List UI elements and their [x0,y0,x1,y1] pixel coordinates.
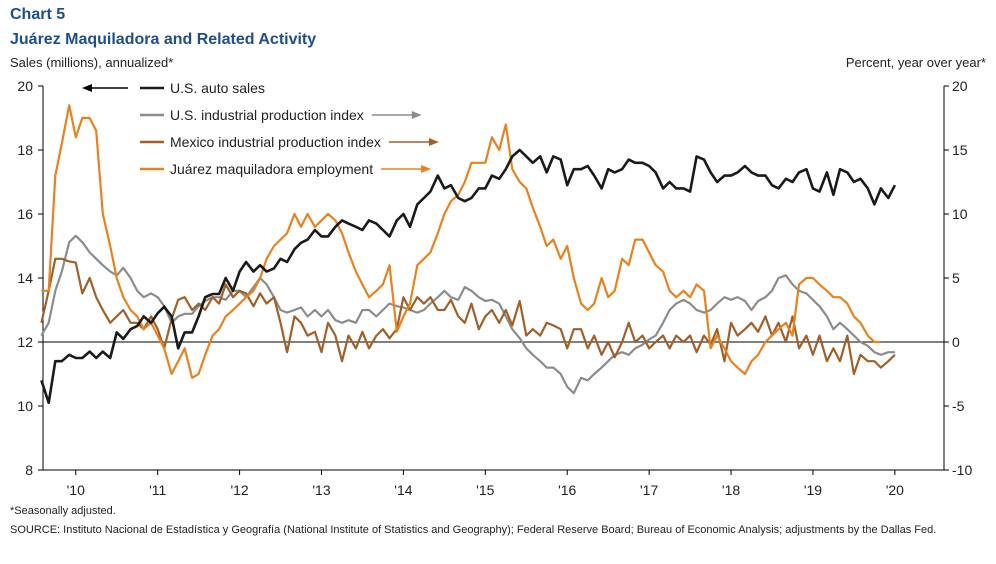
left-tick-label: 10 [17,398,33,414]
x-tick-label: '18 [722,482,740,498]
chart-label: Chart 5 [10,6,66,23]
right-tick-label: -5 [952,398,965,414]
series-line-2 [40,257,896,376]
source-note: SOURCE: Instituto Nacional de Estadístic… [10,524,937,536]
legend-entry: Mexico industrial production index [170,134,381,150]
series-line-1 [40,234,895,395]
left-tick-label: 16 [17,206,33,222]
legend-entry: Juárez maquiladora employment [170,161,373,177]
right-tick-label: 5 [952,270,960,286]
x-tick-label: '17 [640,482,658,498]
x-tick-label: '20 [886,482,904,498]
left-tick-label: 12 [17,334,33,350]
legend-arrowhead [411,111,422,119]
x-tick-label: '11 [149,482,166,498]
legend-entry: U.S. auto sales [170,80,265,96]
series-layer [40,104,897,405]
series-line-0 [40,148,897,405]
x-tick-label: '14 [394,482,412,498]
right-tick-label: 20 [952,78,968,94]
x-tick-label: '19 [804,482,822,498]
series-line-3 [41,104,881,379]
x-tick-label: '16 [558,482,576,498]
x-tick-label: '13 [312,482,330,498]
line-chart: 8 10 12 14 16 18 20 -10 -5 0 5 10 15 20 '10 '11 '12 '13 '1… [17,78,972,498]
left-tick-label: 18 [17,142,33,158]
legend-arrowhead [82,84,92,92]
legend-arrowhead [421,165,432,173]
x-tick-label: '15 [476,482,494,498]
legend-entry: U.S. industrial production index [170,107,364,123]
right-tick-label: 0 [952,334,960,350]
right-axis-label: Percent, year over year* [845,55,986,70]
right-tick-label: 10 [952,206,968,222]
right-tick-label: -10 [952,462,972,478]
right-tick-label: 15 [952,142,968,158]
x-tick-label: '12 [230,482,248,498]
legend: U.S. auto sales U.S. industrial productio… [82,80,439,177]
left-tick-label: 14 [17,270,33,286]
left-tick-label: 20 [17,78,33,94]
left-tick-label: 8 [25,462,33,478]
legend-arrowhead [428,138,439,146]
x-tick-label: '10 [67,482,85,498]
chart-title: Juárez Maquiladora and Related Activity [10,31,317,48]
left-axis-label: Sales (millions), annualized* [10,55,174,70]
footnote: *Seasonally adjusted. [10,505,116,517]
axes-layer: 8 10 12 14 16 18 20 -10 -5 0 5 10 15 20 '10 '11 '12 '13 '1… [17,78,972,498]
